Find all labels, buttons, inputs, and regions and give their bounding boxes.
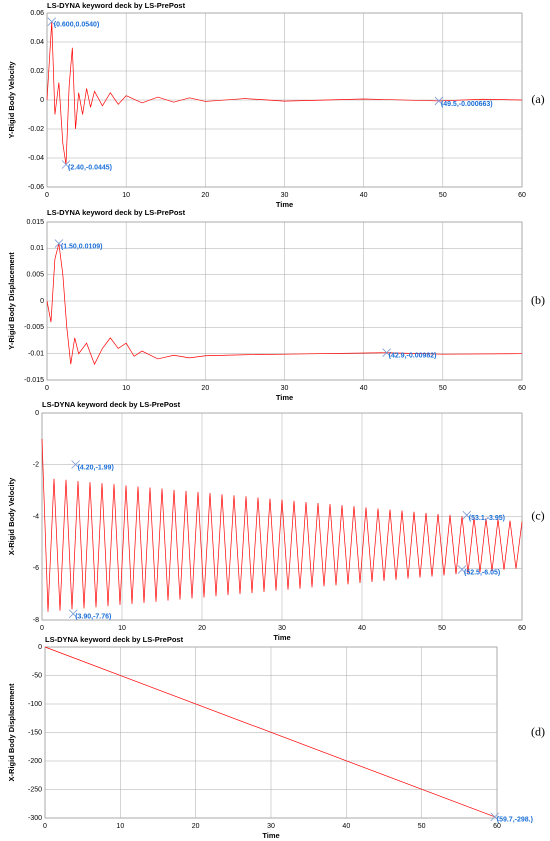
data-line [46,21,523,165]
x-tick-label: 30 [281,385,289,392]
y-tick-label: -50 [32,672,42,679]
y-tick-label: 0 [40,298,44,305]
annotation-label: (42.9,-0.00982) [389,353,437,360]
chart-title: LS-DYNA keyword deck by LS-PrePost [42,400,181,409]
data-line [44,646,495,818]
annotation-marker [490,812,500,822]
y-tick-label: -300 [28,815,42,822]
x-tick-label: 40 [360,385,368,392]
annotation-marker [54,239,64,248]
y-tick-label: 0.04 [30,39,44,46]
annotation-marker [68,609,78,619]
chart-title: LS-DYNA keyword deck by LS-PrePost [45,635,184,644]
annotation-label: (53.1,-3.95) [469,515,505,522]
x-tick-label: 20 [201,385,209,392]
y-tick-label: 0.005 [26,272,44,279]
x-tick-label: 20 [192,823,200,830]
x-tick-label: 0 [40,625,44,632]
annotation-marker [61,160,71,169]
x-axis-label: Time [276,393,293,402]
y-tick-label: -0.04 [28,155,44,162]
y-tick-label: -0.01 [28,351,44,358]
x-tick-label: 60 [518,625,526,632]
x-axis-label: Time [276,200,293,209]
chart-title: LS-DYNA keyword deck by LS-PrePost [47,1,186,10]
y-tick-label: 0.01 [30,245,44,252]
x-tick-label: 60 [493,823,501,830]
x-tick-label: 10 [116,823,124,830]
panel-label: (a) [531,92,544,106]
x-tick-label: 10 [122,192,130,199]
x-tick-label: 20 [198,625,206,632]
y-tick-label: -8 [33,617,39,624]
annotation-label: (4.20,-1.99) [78,464,114,471]
x-tick-label: 60 [518,192,526,199]
x-tick-label: 30 [267,823,275,830]
x-tick-label: 30 [281,192,289,199]
x-tick-label: 10 [118,625,126,632]
x-tick-label: 20 [201,192,209,199]
y-axis-label: X-Rigid Body Displacement [7,683,16,781]
y-tick-label: -100 [28,701,42,708]
y-tick-label: -6 [33,565,39,572]
annotation-marker [382,348,391,358]
x-tick-label: 0 [45,192,49,199]
data-line [41,438,523,612]
y-tick-label: 0 [38,644,42,651]
y-tick-label: 0.06 [30,10,44,17]
x-tick-label: 40 [358,625,366,632]
panel-label: (c) [531,508,544,522]
annotation-label: (52.5,-6.05) [464,569,500,576]
y-tick-label: -0.005 [24,324,44,331]
annotation-label: (3.90,-7.76) [75,614,111,621]
annotation-label: (59.7,-298.) [497,817,533,824]
y-tick-label: -250 [28,786,42,793]
annotation-marker [457,565,467,574]
y-tick-label: 0 [40,97,44,104]
y-axis-label: Y-Rigid Body Displacement [7,252,16,350]
y-tick-label: -2 [33,462,39,469]
annotation-label: (0.600,0.0540) [54,22,100,29]
annotation-marker [434,96,444,106]
chart-title: LS-DYNA keyword deck by LS-PrePost [47,208,186,217]
x-tick-label: 50 [438,625,446,632]
x-tick-label: 30 [278,625,286,632]
x-tick-label: 50 [418,823,426,830]
y-tick-label: 0 [35,410,39,417]
annotation-label: (2.40,-0.0445) [68,164,112,171]
y-tick-label: -200 [28,758,42,765]
x-tick-label: 0 [43,823,47,830]
data-line [46,243,523,366]
y-axis-label: X-Rigid Body Velocity [7,477,16,555]
annotation-label: (49.5,-0.000663) [441,101,493,108]
annotation-marker [47,17,57,26]
x-tick-label: 40 [342,823,350,830]
annotation-marker [462,510,472,520]
annotation-marker [71,460,80,469]
x-tick-label: 40 [360,192,368,199]
x-axis-label: Time [262,831,279,840]
x-tick-label: 60 [518,385,526,392]
panel-label: (b) [531,293,545,307]
y-axis-label: Y-Rigid Body Velocity [7,61,16,139]
annotation-label: (1.50,0.0109) [61,243,103,250]
y-tick-label: -0.06 [28,184,44,191]
y-tick-label: -150 [28,729,42,736]
x-tick-label: 50 [439,385,447,392]
y-tick-label: -0.015 [24,377,44,384]
y-tick-label: 0.015 [26,219,44,226]
x-tick-label: 0 [45,385,49,392]
panel-label: (d) [531,724,545,738]
x-tick-label: 10 [122,385,130,392]
x-axis-label: Time [273,633,290,642]
y-tick-label: -0.02 [28,126,44,133]
y-tick-label: 0.02 [30,68,44,75]
x-tick-label: 50 [439,192,447,199]
y-tick-label: -4 [33,513,39,520]
